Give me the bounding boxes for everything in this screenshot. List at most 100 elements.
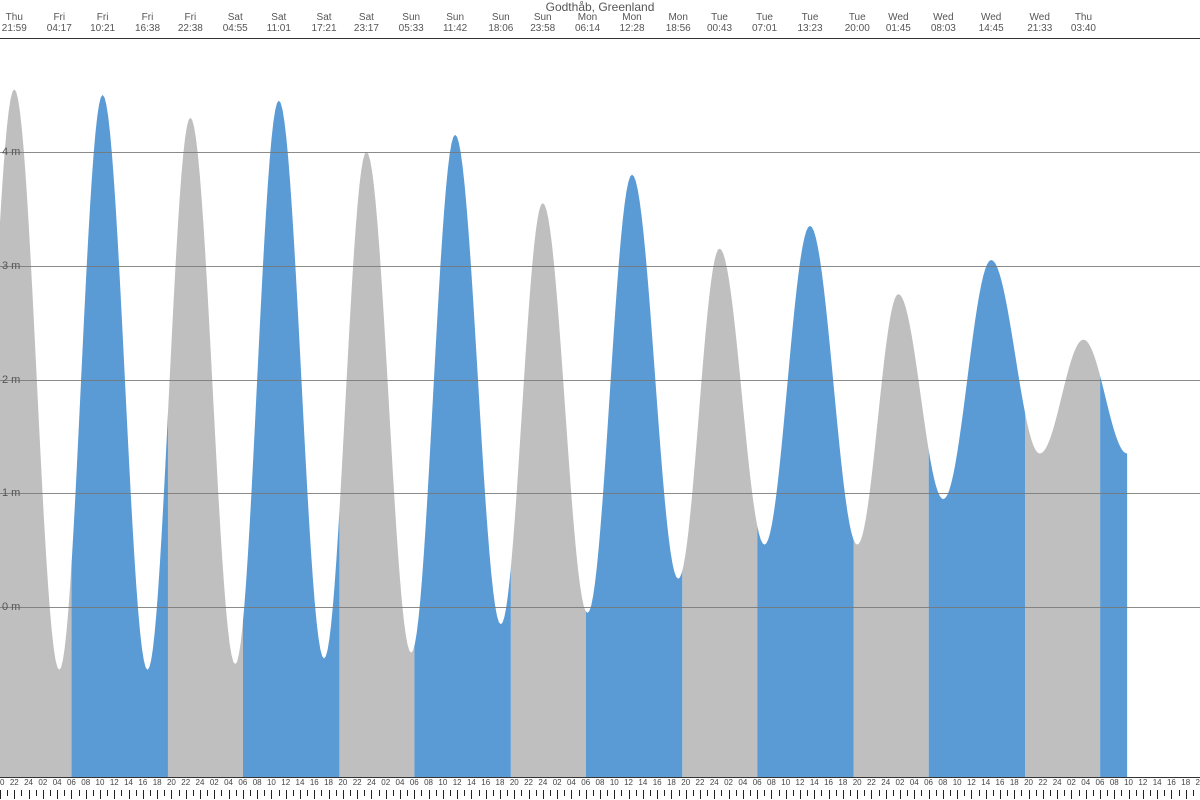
x-tick-major [1071,790,1072,799]
event-time: 00:43 [707,23,732,34]
x-tick-major [1043,790,1044,799]
x-tick-minor [579,790,580,796]
x-tick-major [414,790,415,799]
x-tick-major [957,790,958,799]
x-tick-minor [979,790,980,796]
x-tick-major [886,790,887,799]
x-tick-minor [21,790,22,796]
x-tick-minor [64,790,65,796]
x-axis-hour-label: 24 [710,778,719,787]
event-day: Tue [707,12,732,23]
x-tick-minor [1107,790,1108,796]
event-label: Sun05:33 [399,12,424,34]
plot-area: 0 m1 m2 m3 m4 m [0,38,1200,778]
event-label: Sat17:21 [312,12,337,34]
event-day: Fri [178,12,203,23]
event-label: Mon06:14 [575,12,600,34]
x-tick-major [386,790,387,799]
event-labels-row: Thu21:59Fri04:17Fri10:21Fri16:38Fri22:38… [0,12,1200,38]
x-tick-minor [864,790,865,796]
x-tick-minor [136,790,137,796]
x-tick-major [614,790,615,799]
x-tick-major [929,790,930,799]
event-time: 16:38 [135,23,160,34]
x-tick-minor [850,790,851,796]
x-axis-hour-label: 20 [853,778,862,787]
x-axis-hour-label: 08 [596,778,605,787]
x-tick-major [200,790,201,799]
x-tick-major [214,790,215,799]
x-tick-major [329,790,330,799]
x-axis-hour-label: 10 [610,778,619,787]
event-day: Fri [90,12,115,23]
x-axis-hour-label: 22 [181,778,190,787]
event-day: Mon [666,12,691,23]
event-day: Wed [886,12,911,23]
x-tick-major [429,790,430,799]
x-tick-minor [321,790,322,796]
x-tick-major [643,790,644,799]
event-day: Sun [530,12,555,23]
event-label: Wed01:45 [886,12,911,34]
x-tick-major [1186,790,1187,799]
event-day: Wed [979,12,1004,23]
x-tick-major [471,790,472,799]
event-day: Fri [47,12,72,23]
x-tick-major [671,790,672,799]
x-axis-hour-label: 20 [338,778,347,787]
event-label: Fri04:17 [47,12,72,34]
event-time: 21:33 [1027,23,1052,34]
x-tick-minor [464,790,465,796]
x-tick-minor [307,790,308,796]
x-axis-hour-label: 14 [810,778,819,787]
x-axis-hour-label: 04 [53,778,62,787]
x-axis-hour-label: 14 [467,778,476,787]
x-tick-major [871,790,872,799]
gridline [0,607,1200,608]
x-tick-major [1000,790,1001,799]
x-tick-major [400,790,401,799]
x-axis-hour-label: 10 [96,778,105,787]
x-tick-minor [593,790,594,796]
x-tick-minor [1079,790,1080,796]
x-axis-hour-label: 16 [824,778,833,787]
x-tick-major [900,790,901,799]
x-tick-minor [1093,790,1094,796]
x-tick-major [86,790,87,799]
event-time: 20:00 [845,23,870,34]
x-axis-hour-label: 04 [224,778,233,787]
x-tick-major [157,790,158,799]
x-axis-hour-label: 02 [1067,778,1076,787]
x-tick-minor [879,790,880,796]
x-axis-hour-label: 14 [124,778,133,787]
x-tick-minor [993,790,994,796]
x-tick-major [600,790,601,799]
x-tick-minor [493,790,494,796]
x-axis-hour-label: 06 [238,778,247,787]
gridline [0,493,1200,494]
x-axis-hour-label: 02 [210,778,219,787]
event-label: Wed21:33 [1027,12,1052,34]
x-tick-major [843,790,844,799]
x-tick-major [129,790,130,799]
x-tick-minor [150,790,151,796]
event-label: Sun23:58 [530,12,555,34]
event-time: 06:14 [575,23,600,34]
x-axis-hour-label: 18 [1181,778,1190,787]
x-axis-hour-label: 16 [996,778,1005,787]
x-tick-minor [7,790,8,796]
x-tick-minor [250,790,251,796]
x-tick-minor [936,790,937,796]
x-axis-hour-label: 18 [838,778,847,787]
event-day: Fri [135,12,160,23]
x-axis: 2022240204060810121416182022240204060810… [0,777,1200,800]
tide-chart: Godthåb, Greenland Thu21:59Fri04:17Fri10… [0,0,1200,800]
x-axis-hour-label: 22 [696,778,705,787]
x-tick-major [0,790,1,799]
x-axis-hour-label: 22 [10,778,19,787]
x-tick-minor [93,790,94,796]
x-tick-minor [350,790,351,796]
x-tick-minor [1121,790,1122,796]
x-axis-hour-label: 18 [153,778,162,787]
x-axis-hour-label: 06 [67,778,76,787]
